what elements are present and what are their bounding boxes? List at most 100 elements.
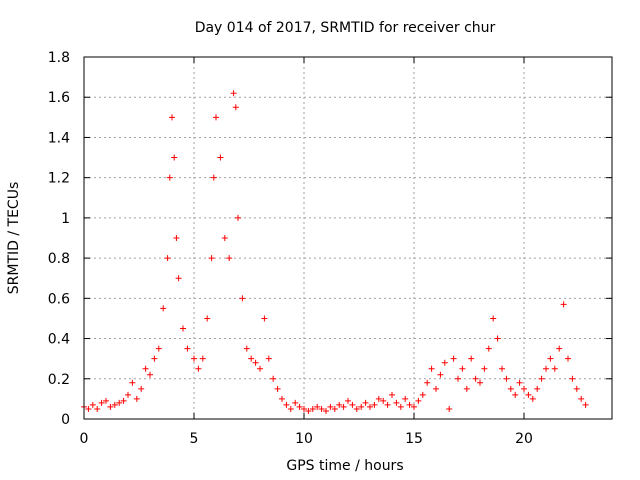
data-point [133,395,140,402]
x-tick-label: 20 [515,431,533,447]
data-point [107,403,114,410]
y-tick-label: 1.2 [48,171,70,187]
data-point [111,401,118,408]
data-point [516,379,523,386]
data-point [521,385,527,392]
data-point [481,365,488,372]
data-point [525,391,532,398]
data-point [248,355,255,362]
data-point [309,405,316,412]
data-point [195,365,202,372]
plot-frame [83,56,613,420]
data-point [235,214,241,221]
x-tick-label: 15 [405,431,423,447]
data-point [292,399,299,406]
data-point [166,174,173,181]
data-points [81,90,589,414]
data-point [261,315,268,322]
data-point [573,385,580,392]
data-point [191,355,197,362]
data-point [569,375,576,382]
data-point [103,397,109,404]
data-point [578,395,585,402]
data-point [529,395,536,402]
axis-ticks: 0 0.2 0.4 0.6 0.8 1 1.2 1.4 1.6 1.8 0 5 10 15 20 [48,50,612,447]
data-point [296,403,303,410]
data-point [349,401,356,408]
data-point [226,255,233,262]
data-point [512,391,519,398]
data-point [477,379,483,386]
data-point [362,399,369,406]
data-point [283,401,290,408]
data-point [393,399,400,406]
data-point [155,345,162,352]
data-point [314,403,321,410]
data-point [433,385,439,392]
data-point [428,365,435,372]
data-point [459,365,466,372]
data-point [323,407,329,414]
data-point [446,405,453,412]
data-point [485,345,492,352]
data-point [85,405,92,412]
data-point [472,375,479,382]
data-point [490,315,497,322]
y-tick-label: 0 [61,412,70,428]
data-point [173,235,180,241]
y-tick-label: 1.6 [48,90,70,106]
data-point [565,355,571,362]
data-point [547,355,554,362]
data-point [116,399,123,406]
data-point [160,305,167,312]
y-tick-label: 1 [61,211,70,227]
data-point [274,385,281,392]
chart-title: Day 014 of 2017, SRMTID for receiver chu… [195,20,496,36]
y-tick-label: 0.8 [48,251,70,267]
data-point [367,403,373,410]
data-point [507,385,514,392]
data-point [232,104,239,111]
data-point [503,375,510,382]
data-point [147,371,153,378]
data-point [345,397,351,404]
data-point [494,335,501,342]
data-point [151,355,158,362]
data-point [406,401,413,408]
data-point [239,295,246,302]
data-point [221,235,228,241]
data-point [243,345,250,352]
data-point [455,375,461,382]
data-point [560,301,567,308]
data-point [371,401,378,408]
data-point [353,405,360,412]
data-point [331,405,338,412]
data-point [450,355,457,362]
data-point [327,403,334,410]
data-point [142,365,149,372]
data-point [538,375,545,382]
data-point [98,399,105,406]
data-point [175,275,182,282]
data-point [120,397,127,404]
data-point [340,403,347,410]
data-point [129,379,136,386]
data-point [164,255,171,262]
data-point [270,375,277,382]
data-point [556,345,563,352]
chart-grid [84,57,612,419]
data-point [171,154,178,161]
data-point [230,90,237,97]
data-point [463,385,470,392]
data-point [210,174,217,181]
data-point [499,365,505,372]
data-point [252,359,259,366]
data-point [419,391,426,398]
data-point [375,395,382,402]
y-tick-label: 0.4 [48,332,70,348]
data-point [287,405,294,412]
y-axis-label: SRMTID / TECUs [6,182,22,295]
data-point [411,403,417,410]
data-point [318,405,325,412]
